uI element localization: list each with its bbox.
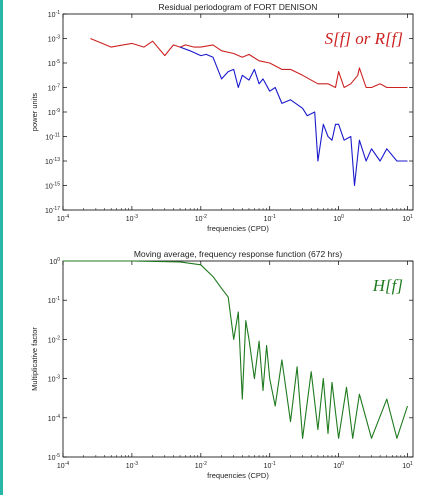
y-tick-label-0: 10-1 <box>48 10 60 19</box>
x-tick-label-0: 10-1 <box>264 214 276 223</box>
x-tick-label-1: 10-3 <box>126 461 138 470</box>
y-tick-label-1: 10-1 <box>48 296 60 305</box>
y-tick-label-0: 10-9 <box>48 108 60 117</box>
x-tick-label-0: 10-4 <box>57 214 69 223</box>
y-tick-label-0: 10-17 <box>45 206 60 215</box>
x-tick-label-1: 10-2 <box>195 461 207 470</box>
series-line-0-1 <box>179 46 408 187</box>
chart-title-0: Residual periodogram of FORT DENISON <box>159 2 318 12</box>
y-axis-label-1: Multiplicative factor <box>30 327 39 391</box>
x-tick-label-1: 10-4 <box>57 461 69 470</box>
y-tick-label-1: 10-5 <box>48 453 60 462</box>
x-axis-label-0: frequencies (CPD) <box>207 224 269 233</box>
chart-title-1: Moving average, frequency response funct… <box>134 249 343 259</box>
y-tick-label-0: 10-11 <box>45 133 60 142</box>
y-tick-label-1: 10-3 <box>48 375 60 384</box>
y-tick-label-1: 100 <box>49 257 60 266</box>
y-tick-label-0: 10-13 <box>45 157 60 166</box>
series-line-0-0 <box>90 37 408 89</box>
x-tick-label-0: 100 <box>333 214 344 223</box>
x-tick-label-0: 10-2 <box>195 214 207 223</box>
x-tick-label-0: 10-3 <box>126 214 138 223</box>
plot-area-1 <box>62 260 414 458</box>
x-tick-label-1: 100 <box>333 461 344 470</box>
x-axis-label-1: frequencies (CPD) <box>207 471 269 480</box>
y-tick-label-0: 10-7 <box>48 84 60 93</box>
x-tick-label-1: 10-1 <box>264 461 276 470</box>
y-tick-label-1: 10-2 <box>48 335 60 344</box>
series-annotation-1: H[f] <box>372 276 403 295</box>
plot-area-0 <box>62 13 414 211</box>
y-tick-label-0: 10-3 <box>48 35 60 44</box>
y-tick-label-1: 10-4 <box>48 414 60 423</box>
y-tick-label-0: 10-15 <box>45 182 60 191</box>
series-annotation-0: S[f] or R[f] <box>325 29 403 48</box>
x-tick-label-1: 101 <box>402 461 413 470</box>
x-tick-label-0: 101 <box>402 214 413 223</box>
left-accent-bar <box>0 0 3 495</box>
y-axis-label-0: power units <box>30 93 39 132</box>
series-line-1-0 <box>63 260 409 439</box>
y-tick-label-0: 10-5 <box>48 59 60 68</box>
